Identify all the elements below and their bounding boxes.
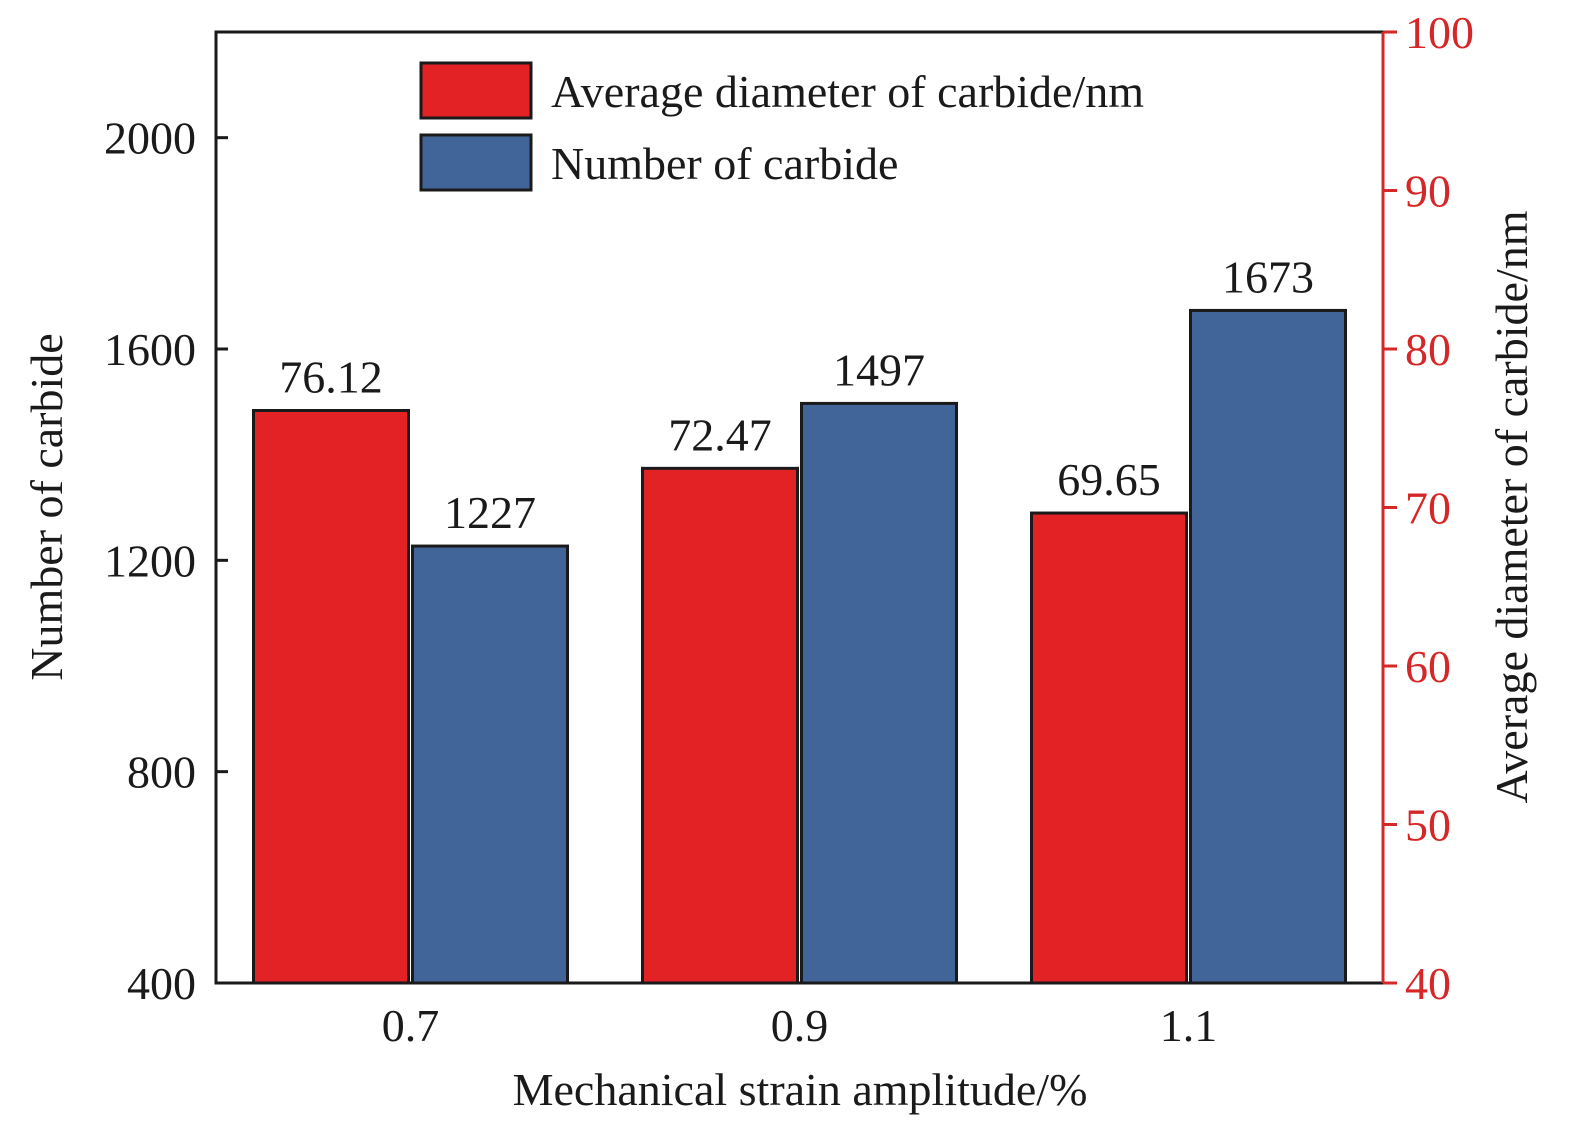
left-tick-label: 800 xyxy=(127,747,196,798)
bars-layer xyxy=(252,308,1347,985)
x-axis: 0.7 0.9 1.1 xyxy=(382,1000,1218,1051)
x-tick-label: 1.1 xyxy=(1160,1000,1218,1051)
legend-label-number: Number of carbide xyxy=(551,138,898,189)
right-tick-label: 100 xyxy=(1405,7,1474,58)
data-label-average-diameter-0.7: 76.12 xyxy=(279,351,383,402)
data-labels: 76.12 1227 72.47 1497 69.65 1673 xyxy=(279,251,1314,538)
data-label-average-diameter-0.9: 72.47 xyxy=(668,409,772,460)
data-label-number-0.7: 1227 xyxy=(444,487,536,538)
x-tick-label: 0.7 xyxy=(382,1000,440,1051)
left-axis: 400 800 1200 1600 2000 xyxy=(104,113,228,1009)
legend: Average diameter of carbide/nm Number of… xyxy=(419,61,1144,192)
data-label-number-1.1: 1673 xyxy=(1222,251,1314,302)
right-axis: 40 50 60 70 80 90 100 xyxy=(1381,7,1474,1009)
left-tick-label: 400 xyxy=(127,958,196,1009)
data-label-average-diameter-1.1: 69.65 xyxy=(1057,454,1161,505)
x-axis-title: Mechanical strain amplitude/% xyxy=(513,1064,1088,1115)
right-tick-label: 80 xyxy=(1405,324,1451,375)
legend-swatch-average-diameter xyxy=(419,61,533,120)
left-tick-label: 2000 xyxy=(104,113,196,164)
legend-label-average-diameter: Average diameter of carbide/nm xyxy=(551,66,1144,117)
bar-average-diameter-0.7 xyxy=(252,408,410,985)
bar-number-0.9 xyxy=(800,401,958,985)
right-tick-label: 60 xyxy=(1405,641,1451,692)
bar-average-diameter-1.1 xyxy=(1030,511,1188,985)
left-axis-title: Number of carbide xyxy=(21,333,72,680)
bar-number-1.1 xyxy=(1189,308,1347,985)
right-axis-title: Average diameter of carbide/nm xyxy=(1486,210,1537,803)
data-label-number-0.9: 1497 xyxy=(833,344,925,395)
left-tick-label: 1200 xyxy=(104,535,196,586)
legend-swatch-number xyxy=(419,133,533,192)
left-tick-label: 1600 xyxy=(104,324,196,375)
bar-number-0.7 xyxy=(411,544,569,985)
right-tick-label: 70 xyxy=(1405,483,1451,534)
bar-average-diameter-0.9 xyxy=(641,466,799,985)
right-tick-label: 50 xyxy=(1405,800,1451,851)
right-tick-label: 40 xyxy=(1405,958,1451,1009)
x-tick-label: 0.9 xyxy=(771,1000,829,1051)
right-tick-label: 90 xyxy=(1405,166,1451,217)
